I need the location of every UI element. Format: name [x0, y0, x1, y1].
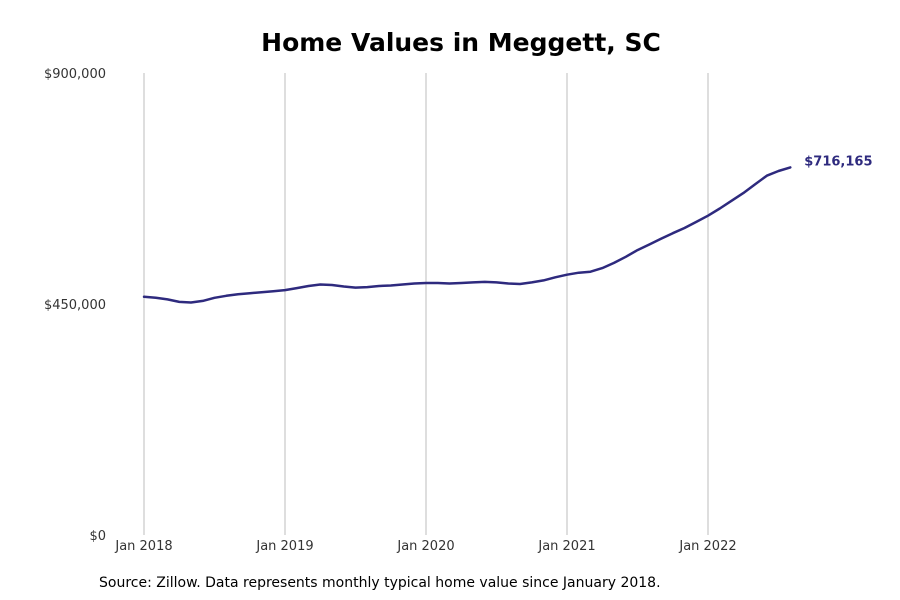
source-note: Source: Zillow. Data represents monthly …: [99, 575, 661, 591]
y-tick-label: $0: [89, 529, 106, 544]
series-layer: $716,165: [142, 154, 873, 304]
y-tick-label: $900,000: [44, 67, 106, 82]
x-tick-label: Jan 2018: [114, 539, 172, 554]
x-tick-label: Jan 2019: [255, 539, 313, 554]
series-line: [142, 166, 792, 304]
y-tick-label: $450,000: [44, 298, 106, 313]
chart-title: Home Values in Meggett, SC: [261, 28, 661, 57]
x-tick-label: Jan 2021: [537, 539, 595, 554]
y-axis-ticks: $0 $450,000 $900,000: [44, 67, 106, 544]
x-axis-ticks: Jan 2018 Jan 2019 Jan 2020 Jan 2021 Jan 2022: [114, 539, 736, 554]
x-tick-label: Jan 2022: [678, 539, 736, 554]
gridlines: [143, 73, 709, 535]
end-value-label: $716,165: [804, 154, 872, 169]
x-tick-label: Jan 2020: [396, 539, 454, 554]
